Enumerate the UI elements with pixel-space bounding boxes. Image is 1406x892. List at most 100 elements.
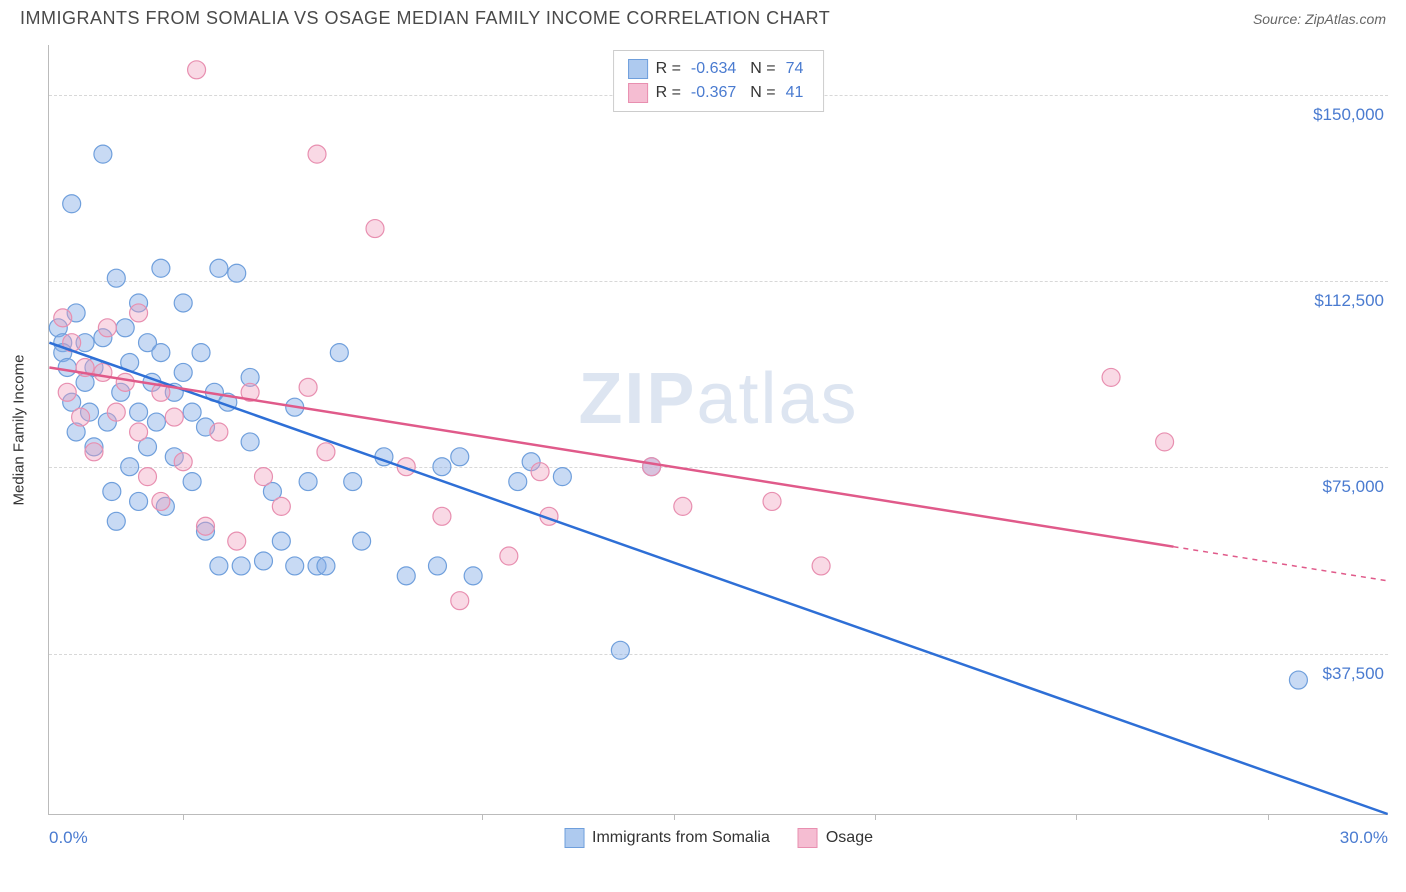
legend-row-1: R = -0.367 N = 41	[628, 81, 810, 105]
scatter-point	[353, 532, 371, 550]
scatter-point	[192, 344, 210, 362]
scatter-point	[763, 492, 781, 510]
scatter-point	[366, 220, 384, 238]
scatter-point	[272, 497, 290, 515]
scatter-point	[210, 423, 228, 441]
scatter-point	[1289, 671, 1307, 689]
chart-source: Source: ZipAtlas.com	[1253, 11, 1386, 27]
scatter-point	[130, 304, 148, 322]
scatter-point	[397, 567, 415, 585]
scatter-point	[317, 557, 335, 575]
scatter-point	[451, 592, 469, 610]
legend-item-0: Immigrants from Somalia	[564, 828, 770, 848]
x-axis-min-label: 0.0%	[49, 828, 88, 848]
x-axis-max-label: 30.0%	[1340, 828, 1388, 848]
scatter-point	[428, 557, 446, 575]
scatter-point	[464, 567, 482, 585]
legend-bottom-swatch-1	[798, 828, 818, 848]
scatter-point	[174, 453, 192, 471]
legend-item-1: Osage	[798, 828, 873, 848]
scatter-point	[58, 383, 76, 401]
scatter-point	[165, 408, 183, 426]
scatter-point	[130, 423, 148, 441]
legend-row-0: R = -0.634 N = 74	[628, 57, 810, 81]
x-tick	[674, 814, 675, 820]
scatter-point	[121, 458, 139, 476]
x-tick	[1076, 814, 1077, 820]
scatter-point	[116, 373, 134, 391]
scatter-point	[183, 473, 201, 491]
legend-swatch-1	[628, 83, 648, 103]
scatter-point	[330, 344, 348, 362]
scatter-point	[152, 344, 170, 362]
scatter-point	[531, 463, 549, 481]
scatter-point	[107, 269, 125, 287]
scatter-point	[228, 264, 246, 282]
scatter-point	[197, 517, 215, 535]
x-tick	[1268, 814, 1269, 820]
scatter-point	[451, 448, 469, 466]
scatter-point	[188, 61, 206, 79]
scatter-point	[255, 468, 273, 486]
correlation-legend: R = -0.634 N = 74 R = -0.367 N = 41	[613, 50, 825, 112]
scatter-point	[147, 413, 165, 431]
y-axis-label: Median Family Income	[11, 354, 28, 505]
trend-line	[49, 343, 1387, 814]
scatter-point	[674, 497, 692, 515]
scatter-point	[72, 408, 90, 426]
scatter-point	[94, 145, 112, 163]
scatter-point	[107, 403, 125, 421]
scatter-point	[63, 195, 81, 213]
scatter-point	[643, 458, 661, 476]
scatter-point	[116, 319, 134, 337]
chart-header: IMMIGRANTS FROM SOMALIA VS OSAGE MEDIAN …	[0, 0, 1406, 33]
scatter-point	[232, 557, 250, 575]
scatter-point	[433, 507, 451, 525]
scatter-point	[509, 473, 527, 491]
scatter-point	[500, 547, 518, 565]
scatter-point	[139, 468, 157, 486]
x-tick	[183, 814, 184, 820]
scatter-point	[174, 363, 192, 381]
scatter-point	[433, 458, 451, 476]
scatter-point	[1156, 433, 1174, 451]
scatter-point	[228, 532, 246, 550]
scatter-point	[286, 557, 304, 575]
scatter-point	[130, 492, 148, 510]
scatter-point	[103, 483, 121, 501]
scatter-point	[210, 557, 228, 575]
chart-title: IMMIGRANTS FROM SOMALIA VS OSAGE MEDIAN …	[20, 8, 830, 29]
scatter-point	[183, 403, 201, 421]
scatter-point	[130, 403, 148, 421]
scatter-point	[299, 378, 317, 396]
trend-line-extrapolated	[1174, 547, 1388, 581]
scatter-point	[272, 532, 290, 550]
scatter-point	[611, 641, 629, 659]
scatter-point	[308, 145, 326, 163]
scatter-point	[553, 468, 571, 486]
scatter-point	[241, 433, 259, 451]
scatter-point	[174, 294, 192, 312]
scatter-point	[344, 473, 362, 491]
scatter-svg	[49, 45, 1388, 814]
scatter-point	[299, 473, 317, 491]
scatter-point	[98, 319, 116, 337]
scatter-point	[812, 557, 830, 575]
scatter-point	[255, 552, 273, 570]
legend-bottom-swatch-0	[564, 828, 584, 848]
scatter-point	[317, 443, 335, 461]
scatter-point	[54, 309, 72, 327]
scatter-point	[152, 492, 170, 510]
scatter-point	[94, 363, 112, 381]
scatter-point	[210, 259, 228, 277]
series-legend: Immigrants from Somalia Osage	[564, 828, 873, 848]
x-tick	[875, 814, 876, 820]
scatter-point	[1102, 368, 1120, 386]
scatter-point	[152, 259, 170, 277]
x-tick	[482, 814, 483, 820]
scatter-point	[85, 443, 103, 461]
scatter-point	[58, 358, 76, 376]
trend-line	[49, 367, 1173, 546]
scatter-point	[107, 512, 125, 530]
legend-swatch-0	[628, 59, 648, 79]
